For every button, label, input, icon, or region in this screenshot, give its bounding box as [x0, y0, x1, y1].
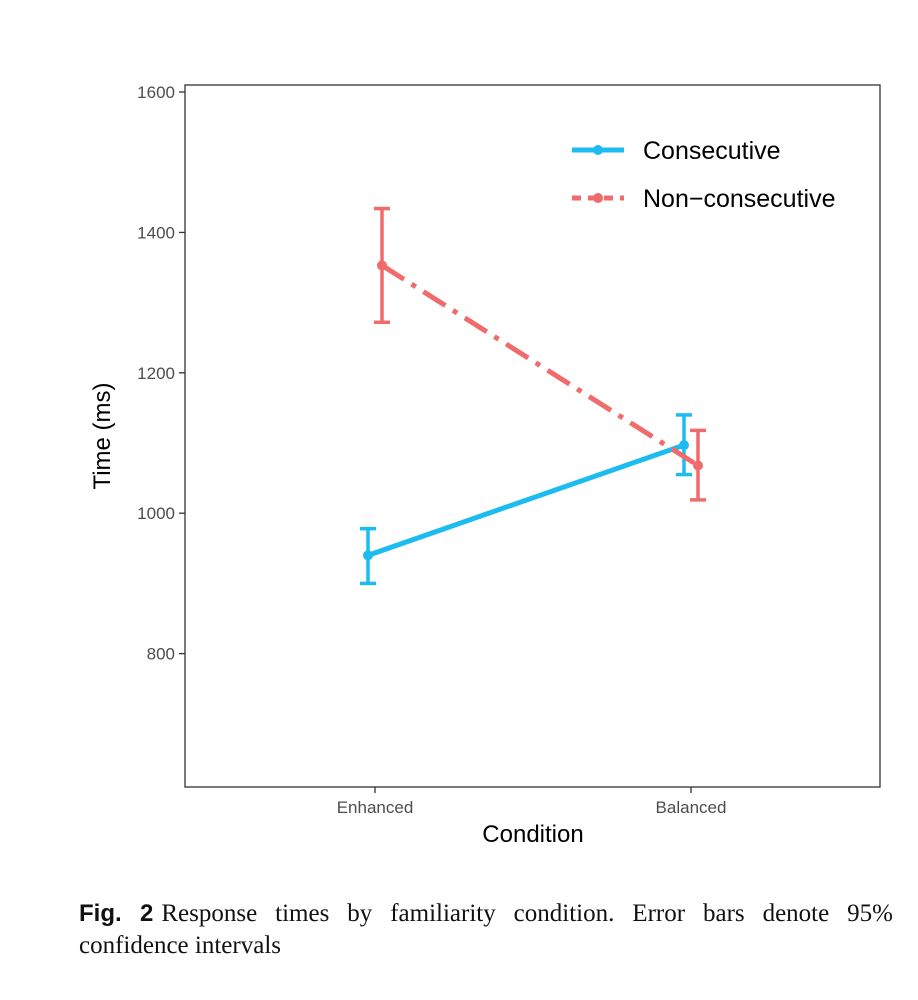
data-point	[679, 440, 689, 451]
series-layer	[360, 206, 706, 586]
y-tick-label: 1600	[137, 83, 175, 102]
series-line	[367, 442, 685, 558]
data-point	[363, 550, 373, 561]
series-non-consecutive	[374, 206, 706, 502]
x-tick-label: Enhanced	[337, 798, 414, 817]
response-time-chart: 800 1000 1200 1400 1600 Enhanced Balanced Con…	[89, 83, 881, 848]
data-point	[693, 460, 703, 471]
x-axis-title: Condition	[482, 821, 583, 848]
series-line	[380, 263, 700, 468]
data-point	[377, 260, 387, 271]
legend-label: Consecutive	[643, 137, 781, 165]
legend-key-point	[593, 193, 603, 203]
x-tick-label: Balanced	[656, 798, 727, 817]
x-axis: Enhanced Balanced	[337, 787, 727, 817]
y-axis: 800 1000 1200 1400 1600	[137, 83, 185, 664]
y-axis-title: Time (ms)	[89, 382, 116, 489]
series-consecutive	[360, 413, 692, 586]
y-tick-label: 1000	[137, 504, 175, 523]
plot-panel	[184, 84, 881, 788]
y-tick-label: 1400	[137, 223, 175, 242]
legend-key-point	[593, 145, 603, 155]
legend-label: Non−consecutive	[643, 185, 835, 213]
legend: Consecutive Non−consecutive	[572, 137, 835, 213]
figure-caption: Fig. 2 Response times by familiarity cond…	[79, 898, 893, 962]
caption-text: Response times by familiarity condition.…	[79, 900, 893, 959]
y-tick-label: 1200	[137, 364, 175, 383]
figure-label: Fig. 2	[79, 900, 154, 927]
y-tick-label: 800	[147, 645, 175, 664]
